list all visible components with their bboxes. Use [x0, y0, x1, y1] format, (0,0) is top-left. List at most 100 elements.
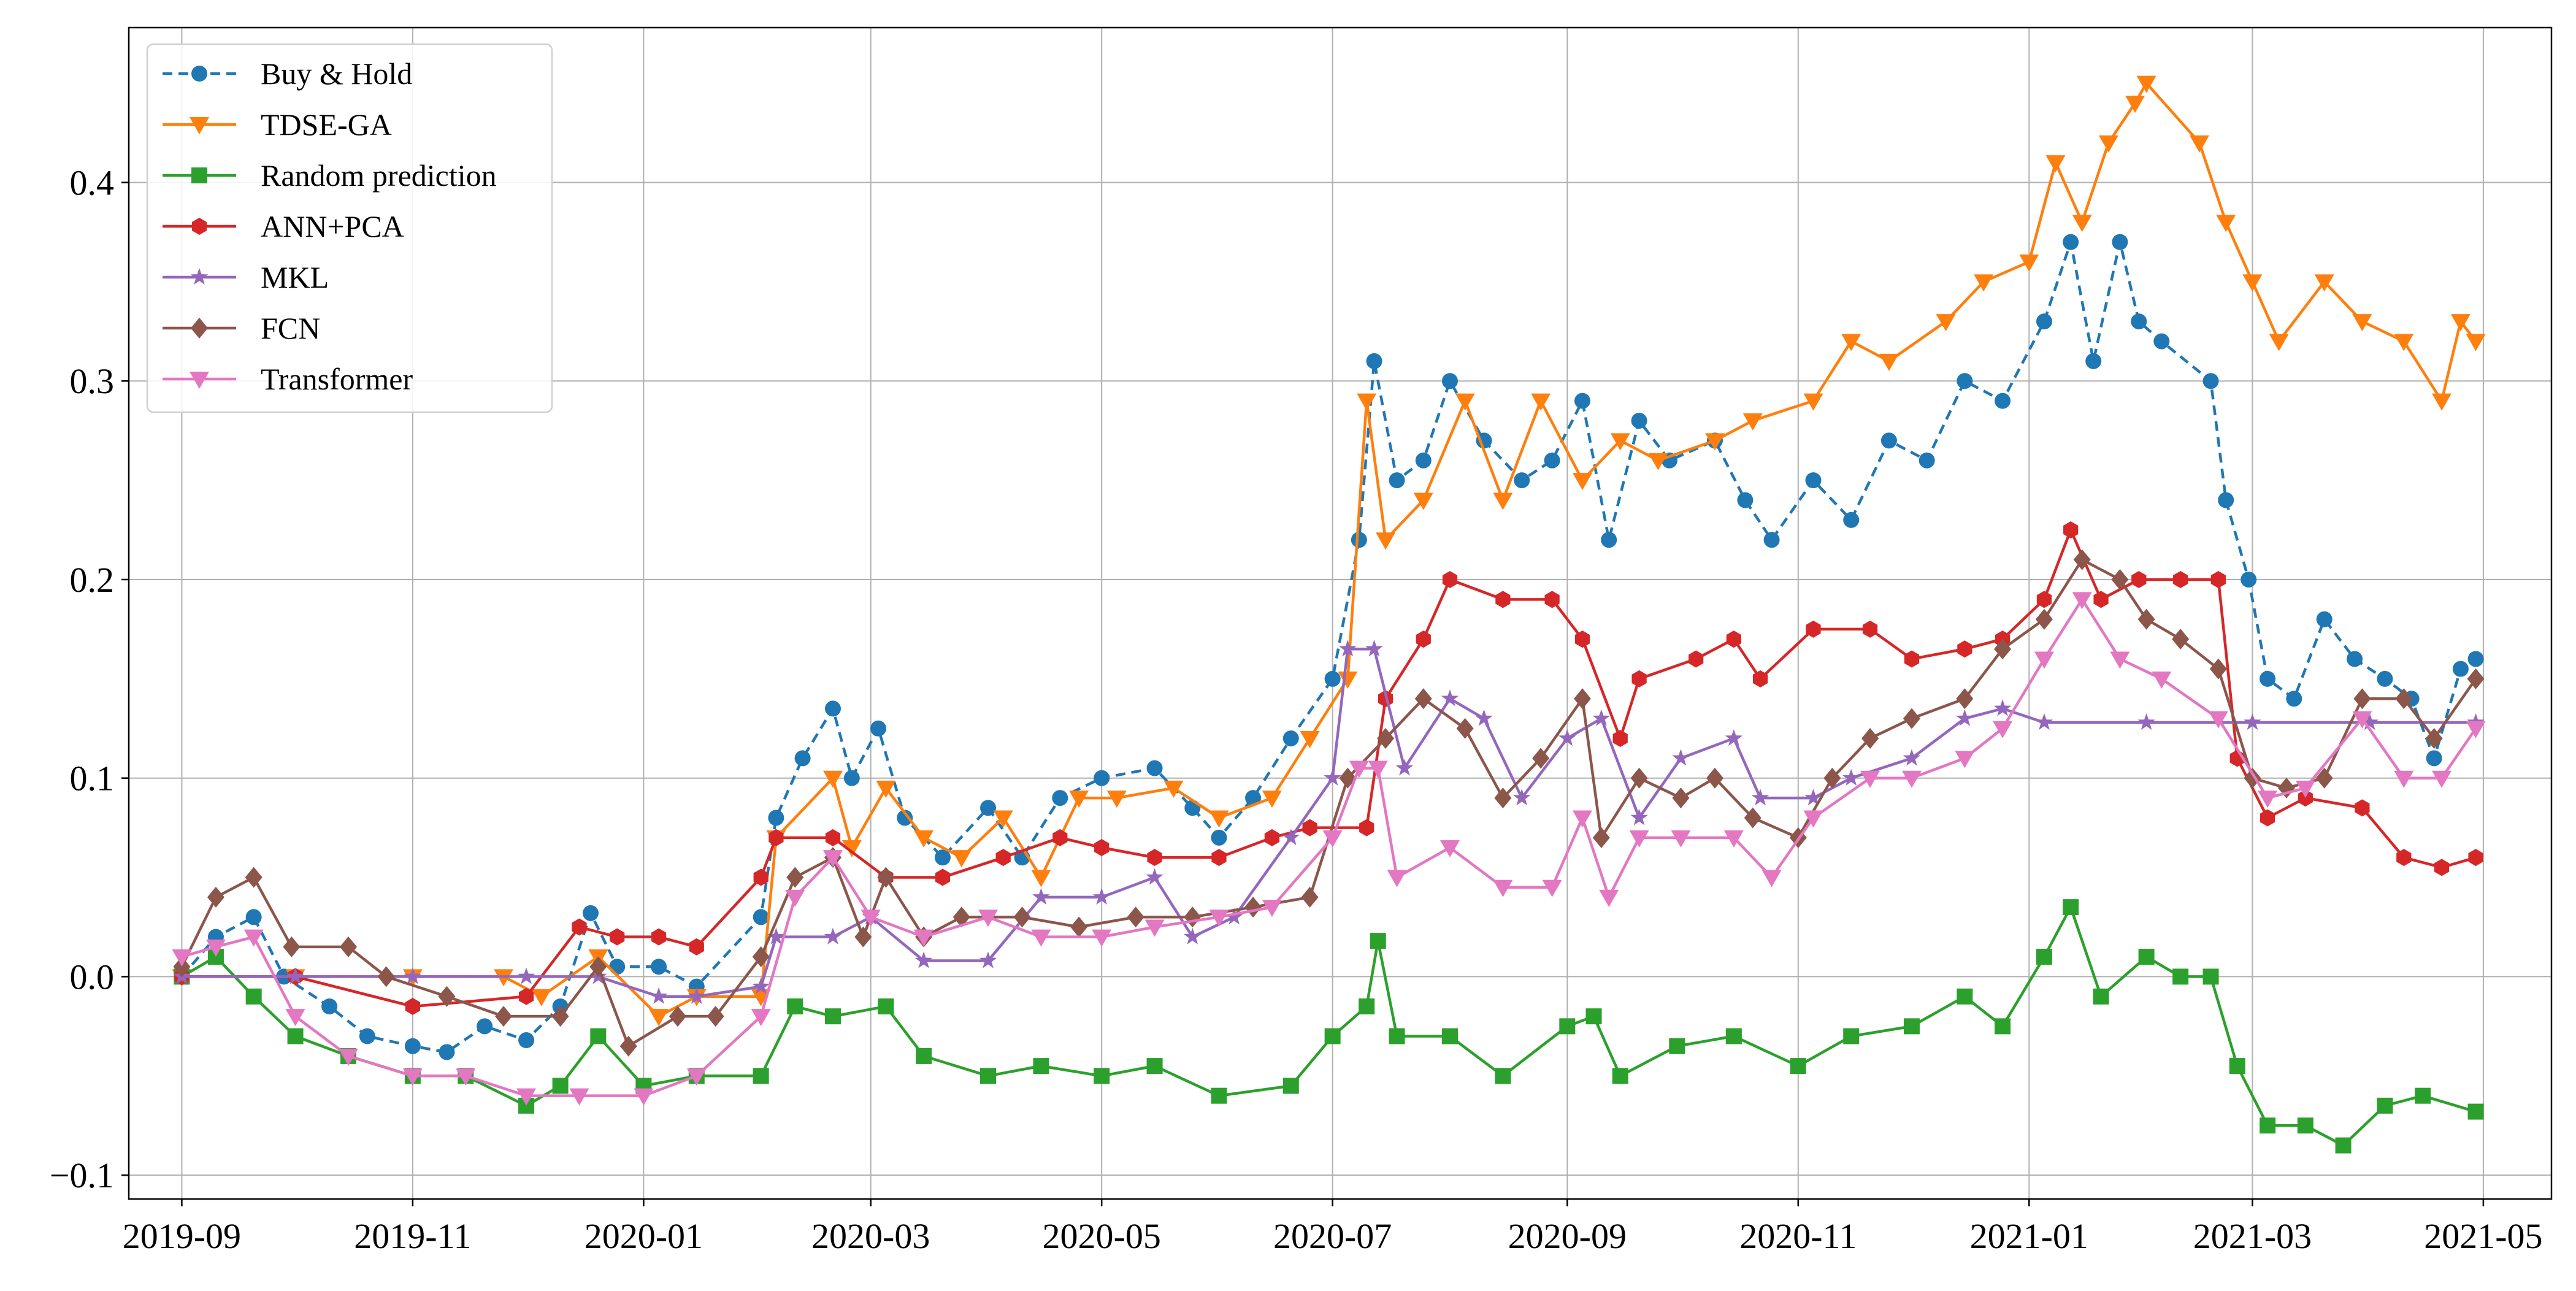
data-point	[518, 987, 534, 1005]
data-point	[2355, 799, 2370, 817]
data-point	[649, 1009, 669, 1027]
data-point	[1146, 1058, 1163, 1075]
series-buy-hold	[174, 234, 2484, 1060]
data-point	[2467, 668, 2485, 689]
data-point	[402, 1068, 423, 1086]
data-point	[897, 810, 913, 826]
data-point	[843, 770, 860, 786]
data-point	[405, 997, 421, 1015]
data-point	[753, 909, 769, 925]
x-tick-label: 2021-01	[1970, 1216, 2088, 1256]
data-point	[2415, 1087, 2431, 1104]
data-point	[2210, 570, 2226, 588]
data-point	[1441, 1028, 1458, 1044]
y-tick-label: 0.4	[70, 163, 115, 203]
data-point	[2172, 629, 2190, 650]
data-point	[980, 1068, 997, 1084]
data-point	[1742, 413, 1763, 431]
data-point	[2314, 274, 2334, 292]
data-point	[1365, 640, 1383, 657]
data-point	[1573, 810, 1592, 828]
data-point	[1211, 849, 1227, 867]
data-point	[1092, 887, 1111, 905]
data-point	[1163, 780, 1184, 798]
data-point	[1669, 1038, 1685, 1054]
data-point	[2045, 155, 2066, 173]
y-tick-label: −0.1	[50, 1155, 114, 1195]
data-point	[1574, 688, 1591, 710]
data-point	[1841, 334, 1861, 351]
series-line-mkl	[182, 648, 2476, 998]
data-point	[2152, 671, 2172, 689]
data-point	[822, 850, 843, 868]
data-point	[1359, 998, 1375, 1014]
legend-item-ann-pca: ANN+PCA	[163, 209, 404, 243]
data-point	[786, 867, 804, 888]
data-point	[572, 918, 587, 936]
data-point	[688, 987, 706, 1004]
data-point	[2063, 521, 2079, 539]
data-point	[1573, 473, 1592, 491]
data-point	[2244, 713, 2261, 730]
legend-label: MKL	[261, 260, 329, 294]
data-point	[359, 1028, 375, 1044]
data-point	[707, 1006, 724, 1027]
data-point	[1366, 353, 1382, 369]
data-point	[769, 829, 784, 846]
data-point	[2036, 313, 2052, 330]
data-point	[2352, 314, 2372, 332]
data-point	[245, 988, 262, 1005]
data-point	[2131, 570, 2147, 588]
data-point	[1389, 472, 1405, 489]
data-point	[582, 905, 599, 921]
series-ann-pca	[174, 521, 2483, 1015]
data-point	[2072, 592, 2092, 610]
data-point	[1585, 1008, 1602, 1025]
data-point	[1994, 638, 2012, 660]
x-tick-label: 2019-09	[123, 1216, 241, 1256]
data-point	[768, 810, 784, 826]
data-point	[2468, 849, 2483, 867]
data-point	[1672, 787, 1690, 809]
data-point	[841, 840, 862, 857]
series-mkl	[173, 640, 2485, 1004]
data-point	[1395, 759, 1414, 776]
data-point	[1262, 791, 1282, 808]
data-point	[2432, 393, 2452, 411]
data-point	[2063, 234, 2079, 250]
data-point	[1790, 1058, 1806, 1075]
data-point	[1957, 640, 1972, 658]
data-point	[752, 946, 770, 968]
data-point	[1475, 709, 1493, 726]
data-point	[934, 849, 951, 866]
data-point	[2426, 750, 2442, 767]
data-point	[1441, 689, 1459, 707]
y-tick-label: 0.0	[70, 957, 115, 997]
y-tick-label: 0.2	[70, 560, 115, 600]
legend-label: Transformer	[261, 362, 413, 396]
plot-frame	[128, 26, 2553, 1200]
data-point	[1282, 1078, 1299, 1094]
data-point	[2466, 334, 2486, 351]
data-point	[1903, 749, 1921, 766]
data-point	[338, 1048, 358, 1066]
legend-label: FCN	[261, 311, 320, 345]
data-point	[2035, 608, 2053, 630]
data-point	[951, 850, 972, 868]
data-point	[1630, 808, 1648, 826]
data-point	[456, 1068, 476, 1086]
series-line-tdse-ga	[182, 82, 2477, 1018]
legend-swatch-marker	[190, 372, 209, 389]
legend-swatch-marker	[191, 318, 208, 339]
data-point	[590, 1028, 607, 1044]
data-point	[1955, 751, 1975, 768]
data-point	[2216, 215, 2236, 232]
data-point	[2138, 949, 2155, 965]
data-point	[569, 1088, 589, 1106]
data-point	[517, 967, 535, 984]
data-point	[1629, 830, 1649, 848]
x-tick-label: 2020-11	[1739, 1216, 1857, 1256]
data-point	[1184, 906, 1202, 928]
data-point	[2377, 1097, 2393, 1114]
